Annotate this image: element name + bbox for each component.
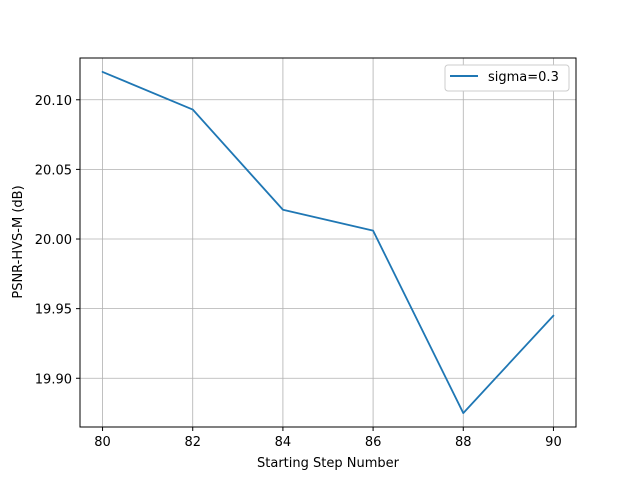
y-axis-label: PSNR-HVS-M (dB) (11, 185, 26, 298)
x-tick-label: 88 (455, 435, 472, 450)
x-axis-label: Starting Step Number (257, 456, 400, 471)
y-tick-label: 19.95 (35, 303, 72, 318)
x-tick-label: 90 (545, 435, 562, 450)
y-tick-label: 20.10 (35, 94, 72, 109)
plot-area-frame (79, 57, 577, 428)
legend-box (444, 64, 570, 92)
y-axis-ticks: 19.90 19.95 20.00 20.05 20.10 (35, 94, 80, 387)
y-tick-label: 20.00 (35, 233, 72, 248)
x-tick-label: 80 (94, 435, 111, 450)
series-layer (101, 71, 555, 414)
legend-label-sigma: sigma=0.3 (488, 70, 559, 85)
x-tick-label: 86 (365, 435, 382, 450)
series-line-sigma (101, 71, 555, 414)
y-tick-label: 19.90 (35, 372, 72, 387)
y-tick-label: 20.05 (35, 163, 72, 178)
grid-lines (80, 58, 576, 427)
legend: sigma=0.3 (444, 64, 570, 92)
x-tick-label: 84 (275, 435, 292, 450)
x-tick-label: 82 (184, 435, 201, 450)
x-axis-ticks: 80 82 84 86 88 90 (94, 427, 562, 450)
